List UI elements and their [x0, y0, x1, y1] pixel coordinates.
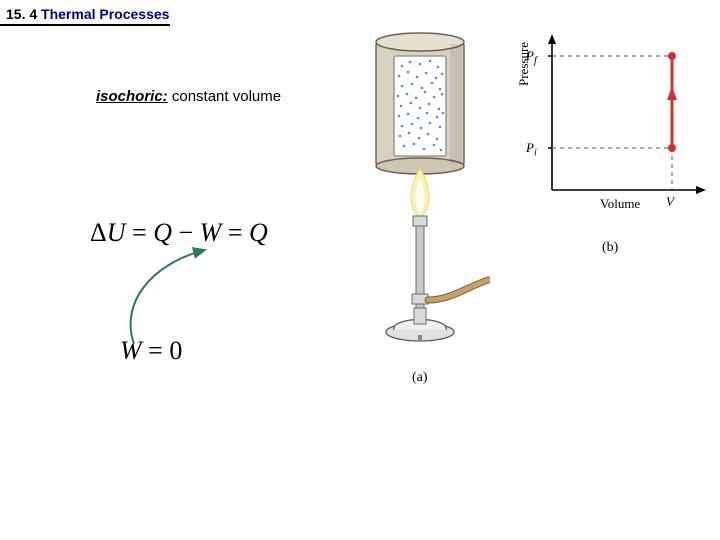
axes-icon: [548, 34, 706, 194]
eq-minus: −: [172, 218, 200, 247]
eq-Q: Q: [153, 218, 172, 247]
pi-sub: i: [534, 148, 537, 159]
eq-U: U: [107, 218, 126, 247]
figure-b-label: (b): [602, 240, 618, 256]
eq-eq1: =: [126, 218, 154, 247]
arrow-indicator: [110, 244, 240, 354]
pi-tick-label: Pi: [526, 140, 537, 159]
pf-P: P: [526, 48, 534, 63]
eq-eq2: =: [221, 218, 249, 247]
process-term: isochoric:: [96, 88, 168, 105]
pf-sub: f: [534, 56, 537, 67]
eq-Q2: Q: [249, 218, 268, 247]
x-axis-label: Volume: [600, 196, 640, 212]
apparatus-svg: [350, 32, 490, 372]
section-title: 15. 4 Thermal Processes: [6, 6, 169, 22]
section-name: Thermal Processes: [41, 6, 169, 22]
process-desc: constant volume: [168, 88, 281, 105]
process-line-icon: [667, 52, 677, 152]
pf-tick-label: Pf: [526, 48, 537, 67]
flame-icon: [411, 168, 429, 218]
eq-W: W: [200, 218, 222, 247]
eq-delta: Δ: [90, 218, 107, 247]
v-tick-label: V: [666, 194, 674, 210]
guide-lines-icon: [552, 56, 672, 190]
title-underline: [0, 24, 170, 26]
pi-P: P: [526, 140, 534, 155]
process-subtitle: isochoric: constant volume: [96, 88, 281, 105]
cylinder-icon: [376, 33, 464, 174]
apparatus-figure: [350, 32, 490, 372]
section-number: 15. 4: [6, 6, 37, 22]
figure-a-label: (a): [412, 370, 428, 386]
burner-icon: [386, 216, 488, 341]
pv-graph: Pressure Volume Pf Pi V: [520, 30, 708, 230]
